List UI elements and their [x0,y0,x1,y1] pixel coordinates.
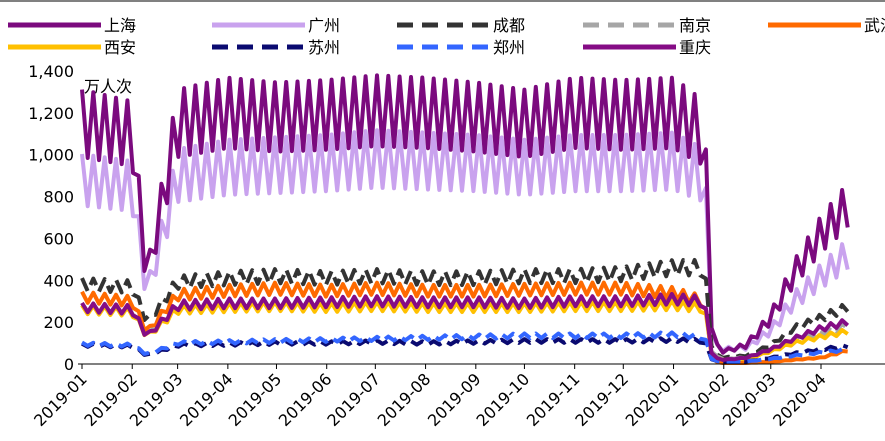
y-tick-label: 600 [43,229,74,248]
x-tick-label: 2019-05 [225,369,286,430]
legend-label: 广州 [308,16,340,35]
y-tick-label: 1,400 [28,62,74,81]
legend-label: 南京 [679,16,711,35]
x-tick-label: 2019-07 [323,369,384,430]
legend: 上海 广州 成都 南京 武汉西安 苏州 郑州 重庆 [8,16,885,57]
x-tick-label: 2019-10 [473,369,534,430]
x-tick-label: 2019-08 [374,369,435,430]
y-tick-label: 0 [64,355,74,374]
y-tick-label: 200 [43,313,74,332]
x-axis: 2019-012019-022019-032019-042019-052019-… [30,364,830,430]
x-tick-label: 2019-01 [30,369,91,430]
y-tick-label: 400 [43,271,74,290]
y-tick-label: 1,200 [28,104,74,123]
legend-label: 苏州 [308,38,340,57]
x-tick-label: 2020-04 [769,369,830,430]
legend-label: 成都 [493,16,525,35]
x-tick-label: 2020-01 [622,369,683,430]
legend-label: 武汉 [864,16,885,35]
legend-label: 西安 [104,38,136,57]
series-line-5 [80,280,848,365]
legend-label: 郑州 [493,38,525,57]
y-axis-label: 万人次 [84,77,132,96]
y-tick-label: 1,000 [28,146,74,165]
legend-label: 上海 [104,16,136,35]
y-axis: 0 200 400 600 800 1,000 1,200 1,400 [28,62,74,374]
series-line-2 [80,128,850,354]
series-line-9 [80,292,850,362]
series-line-1 [80,73,850,355]
legend-label: 重庆 [679,38,711,57]
plot-area [80,73,850,365]
y-tick-label: 800 [43,188,74,207]
x-tick-label: 2019-12 [571,369,632,430]
